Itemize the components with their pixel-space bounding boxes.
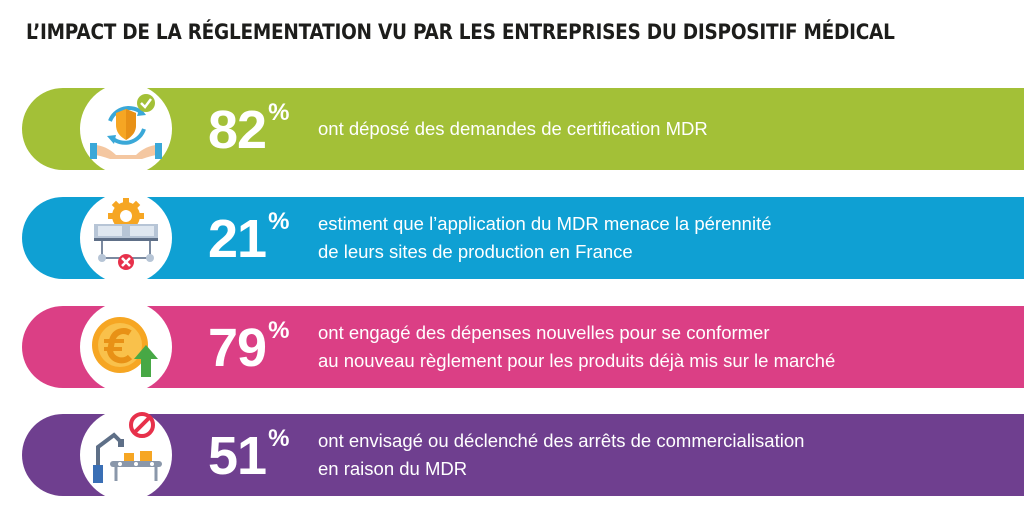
- stat-icon-badge: [80, 192, 172, 284]
- factory-gear-cancel-icon: [94, 198, 158, 270]
- stat-icon-badge: [80, 409, 172, 501]
- page-title: L’IMPACT DE LA RÉGLEMENTATION VU PAR LES…: [26, 20, 895, 45]
- stat-percentage: 79%: [208, 317, 290, 378]
- stat-row-new-expenses: 79% ont engagé des dépenses nouvelles po…: [22, 301, 1024, 393]
- stat-description: ont envisagé ou déclenché des arrêts de …: [318, 430, 805, 479]
- stat-row-production-sites: 21% estiment que l’application du MDR me…: [22, 192, 1024, 284]
- stat-row-market-withdrawal: 51% ont envisagé ou déclenché des arrêts…: [22, 409, 1024, 501]
- conveyor-prohibited-icon: [93, 412, 162, 483]
- stat-percentage: 51%: [208, 425, 290, 486]
- stat-row-certification: 82% ont déposé des demandes de certifica…: [22, 83, 1024, 175]
- stat-icon-badge: [80, 301, 172, 393]
- stat-percentage: 21%: [208, 208, 290, 269]
- stat-percentage: 82%: [208, 99, 290, 160]
- stat-icon-badge: [80, 83, 172, 175]
- euro-coin-up-arrow-icon: [92, 317, 158, 377]
- stat-description: ont engagé des dépenses nouvelles pour s…: [318, 322, 836, 371]
- shield-refresh-hands-icon: [90, 94, 162, 159]
- stat-description: ont déposé des demandes de certification…: [318, 118, 708, 139]
- stat-description: estiment que l’application du MDR menace…: [318, 213, 772, 262]
